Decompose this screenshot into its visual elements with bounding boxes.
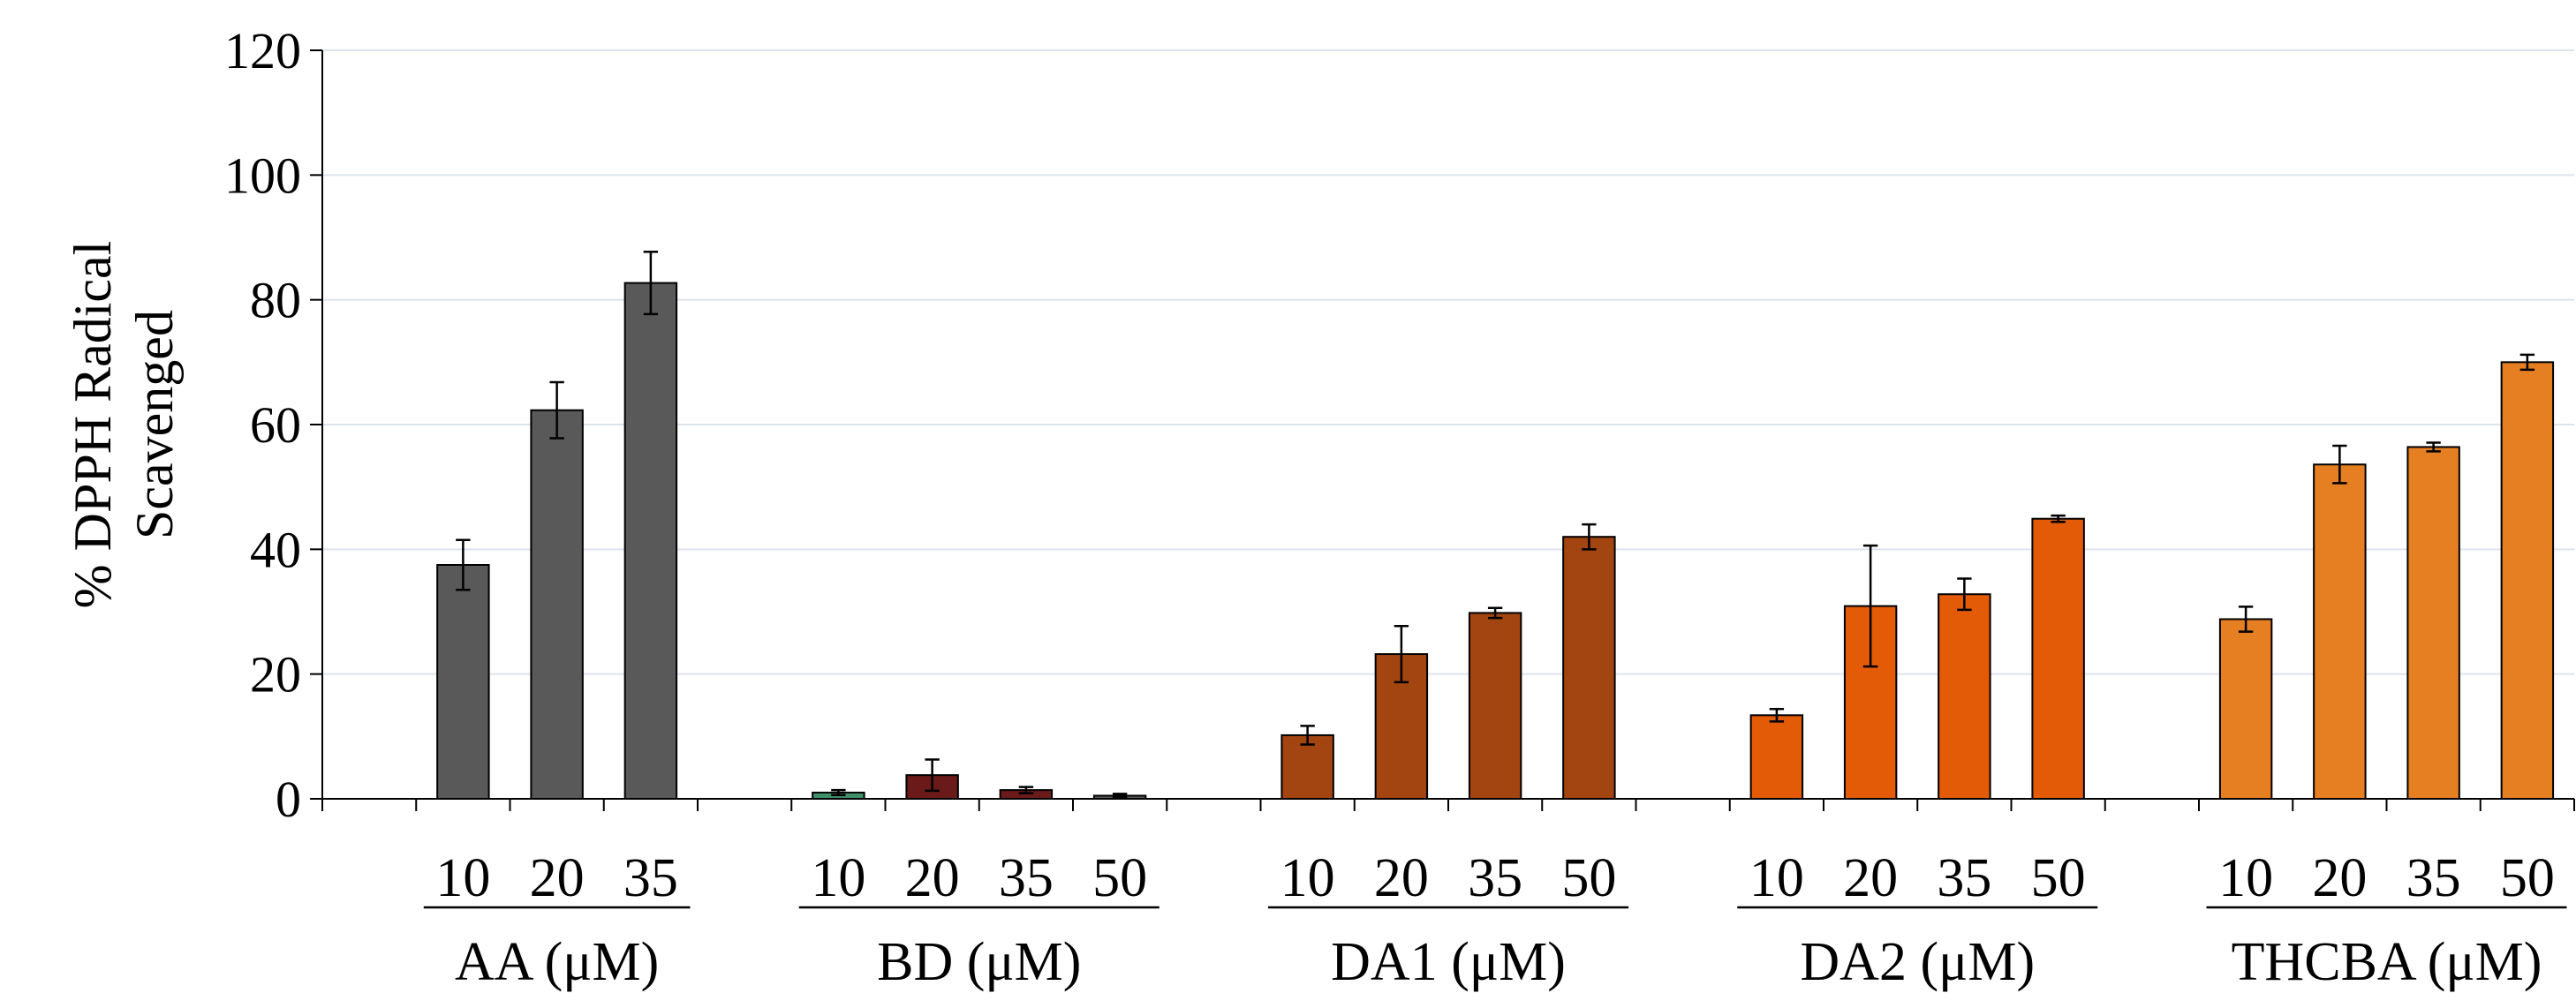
- y-axis-title-line: % DPPH Radical: [64, 241, 122, 609]
- category-label: 50: [2031, 848, 2086, 908]
- bars: [436, 251, 2555, 801]
- category-label: 50: [2500, 848, 2555, 908]
- y-tick-label: 100: [224, 147, 301, 204]
- bar: [436, 564, 490, 800]
- bar: [2031, 517, 2085, 800]
- category-label: 10: [1749, 848, 1804, 908]
- category-label: 20: [530, 848, 585, 908]
- category-label: 35: [2406, 848, 2461, 908]
- category-label: 20: [1843, 848, 1898, 908]
- group-label: AA (μM): [455, 932, 659, 992]
- bar: [623, 282, 678, 800]
- category-label: 35: [999, 848, 1054, 908]
- category-label: 35: [623, 848, 678, 908]
- category-label: 20: [1374, 848, 1429, 908]
- y-tick-label: 120: [224, 22, 301, 79]
- y-tick-label: 40: [250, 521, 301, 578]
- category-label: 10: [1280, 848, 1335, 908]
- gridlines: [322, 49, 2574, 675]
- bar: [2313, 463, 2367, 801]
- category-label: 35: [1937, 848, 1991, 908]
- y-tick-label: 60: [250, 396, 301, 454]
- bar: [1938, 593, 1991, 800]
- bar: [1468, 612, 1522, 800]
- category-label: 10: [2218, 848, 2273, 908]
- group-label: DA1 (μM): [1331, 932, 1566, 992]
- bar: [2218, 618, 2273, 800]
- category-label: 20: [2312, 848, 2367, 908]
- y-tick-label: 0: [276, 771, 301, 828]
- group-label: THCBA (μM): [2232, 932, 2542, 992]
- bar: [2406, 446, 2460, 800]
- group-label: DA2 (μM): [1800, 932, 2035, 992]
- bar: [1749, 714, 1804, 800]
- bar: [2500, 361, 2555, 800]
- y-axis-title: % DPPH RadicalScavenged: [64, 241, 184, 609]
- category-label: 20: [905, 848, 960, 908]
- axes: [310, 49, 2575, 811]
- category-label: 35: [1468, 848, 1522, 908]
- bar: [530, 409, 584, 800]
- labels: 0 20 40 60 80 100 120 10 20 35 10 20 35 50 10 20 35 50 10 2…: [224, 22, 2567, 992]
- group-label: BD (μM): [877, 932, 1081, 992]
- y-axis-title-line: Scavenged: [125, 310, 184, 539]
- y-tick-label: 80: [250, 272, 301, 329]
- y-axis-title: % DPPH RadicalScavenged: [64, 241, 184, 609]
- category-label: 10: [435, 848, 490, 908]
- bar: [1562, 536, 1616, 800]
- y-tick-label: 20: [250, 646, 301, 703]
- category-label: 50: [1092, 848, 1147, 908]
- category-label: 50: [1561, 848, 1616, 908]
- category-label: 10: [811, 848, 865, 908]
- bar: [1280, 733, 1334, 800]
